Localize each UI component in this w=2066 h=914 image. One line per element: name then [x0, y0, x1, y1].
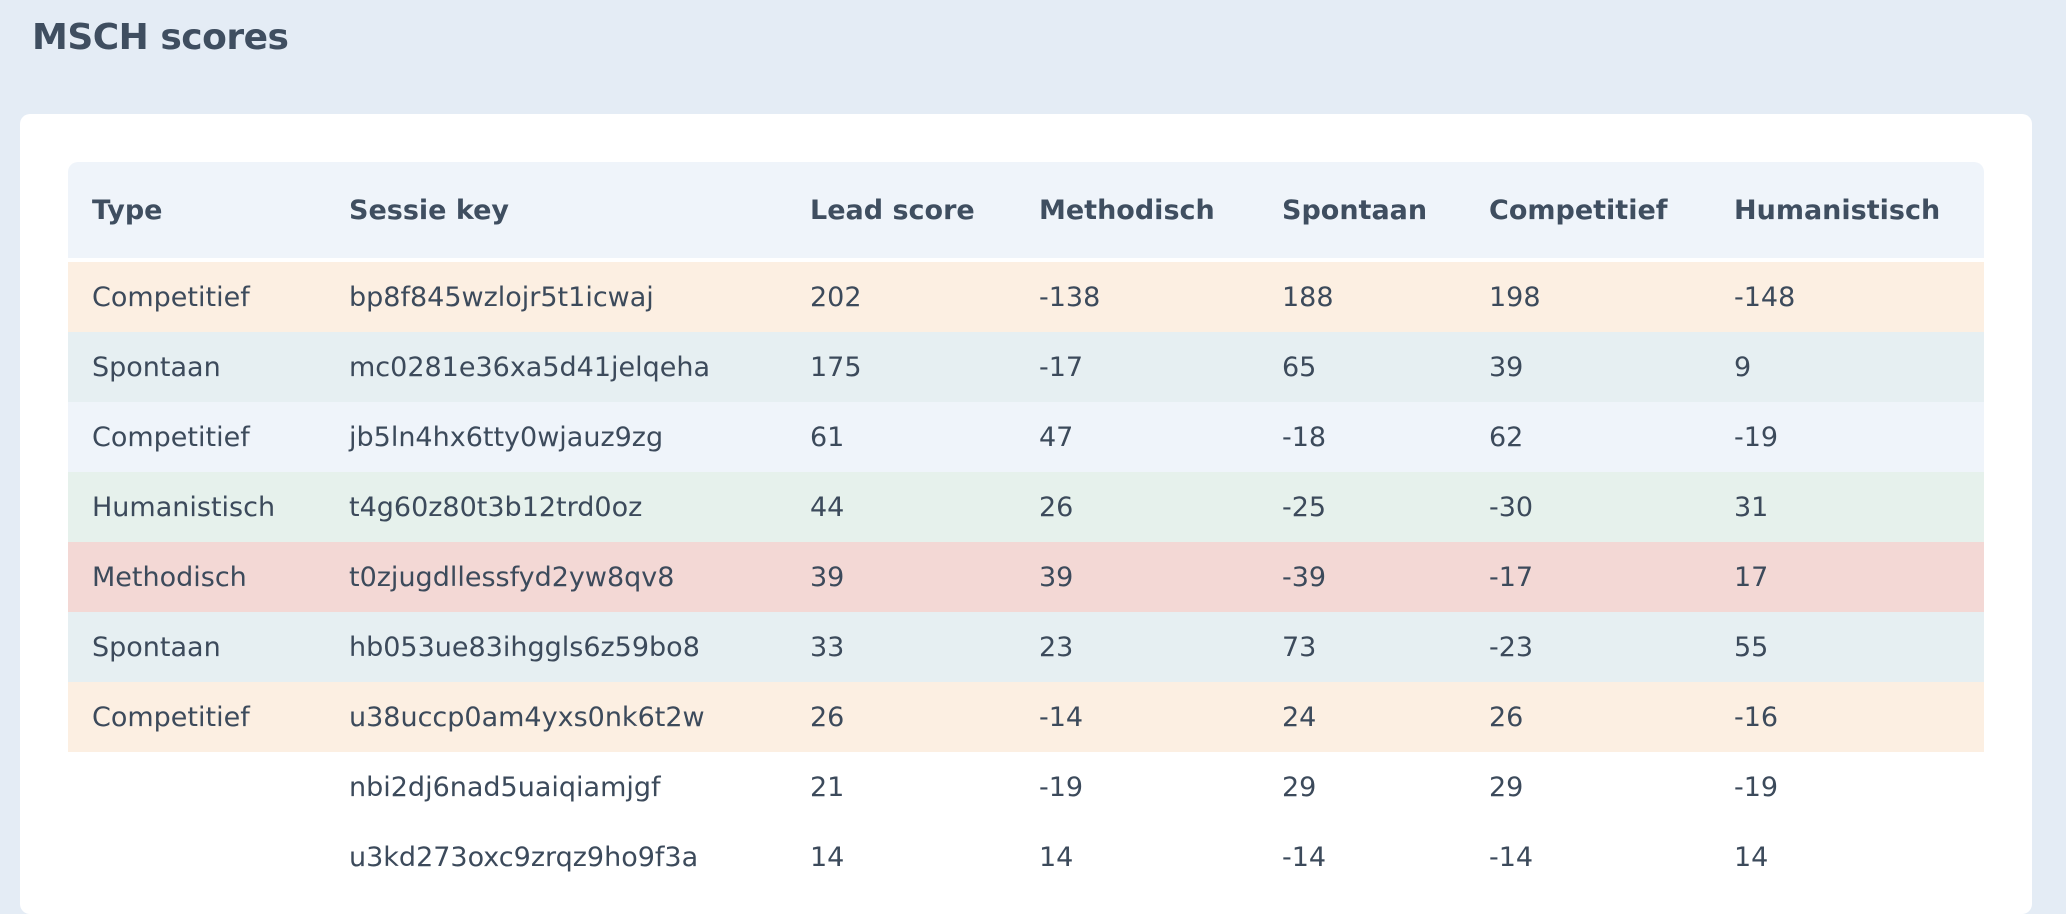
cell-type — [68, 822, 325, 892]
scores-card: Type Sessie key Lead score Methodisch Sp… — [20, 114, 2032, 914]
cell-sessie-key: t4g60z80t3b12trd0oz — [349, 491, 643, 523]
table-row[interactable]: Competitief jb5ln4hx6tty0wjauz9zg 61 47 -18 6… — [68, 402, 1984, 472]
scores-table: Type Sessie key Lead score Methodisch Sp… — [68, 162, 1984, 892]
column-header-sessie-key[interactable]: Sessie key — [349, 194, 510, 226]
cell-methodisch: 47 — [1039, 421, 1074, 453]
cell-type: Humanistisch — [92, 491, 276, 523]
table-row[interactable]: nbi2dj6nad5uaiqiamjgf 21 -19 29 29 -19 — [68, 752, 1984, 822]
column-header-spontaan[interactable]: Spontaan — [1282, 194, 1428, 226]
cell-methodisch: 23 — [1039, 631, 1074, 663]
cell-methodisch: -14 — [1039, 701, 1084, 733]
column-header-humanistisch[interactable]: Humanistisch — [1734, 194, 1941, 226]
cell-lead-score: 26 — [810, 701, 845, 733]
cell-humanistisch: -19 — [1734, 771, 1779, 803]
table-row[interactable]: Spontaan hb053ue83ihggls6z59bo8 33 23 73 -23 5… — [68, 612, 1984, 682]
cell-competitief: 29 — [1489, 771, 1524, 803]
cell-spontaan: 65 — [1282, 351, 1317, 383]
cell-humanistisch: 31 — [1734, 491, 1769, 523]
cell-humanistisch: -148 — [1734, 281, 1796, 313]
cell-spontaan: 29 — [1282, 771, 1317, 803]
cell-sessie-key: u38uccp0am4yxs0nk6t2w — [349, 701, 705, 733]
cell-type — [68, 752, 325, 822]
cell-spontaan: 188 — [1282, 281, 1334, 313]
cell-spontaan: -14 — [1282, 841, 1327, 873]
cell-spontaan: 24 — [1282, 701, 1317, 733]
cell-type: Spontaan — [92, 351, 221, 383]
table-row[interactable]: Spontaan mc0281e36xa5d41jelqeha 175 -17 65 39… — [68, 332, 1984, 402]
cell-competitief: -14 — [1489, 841, 1534, 873]
cell-competitief: 26 — [1489, 701, 1524, 733]
cell-humanistisch: -19 — [1734, 421, 1779, 453]
table-row[interactable]: Methodisch t0zjugdllessfyd2yw8qv8 39 39 -39 -… — [68, 542, 1984, 612]
cell-sessie-key: u3kd273oxc9zrqz9ho9f3a — [349, 841, 699, 873]
page-title: MSCH scores — [32, 17, 289, 58]
cell-spontaan: 73 — [1282, 631, 1317, 663]
cell-methodisch: -138 — [1039, 281, 1101, 313]
cell-sessie-key: nbi2dj6nad5uaiqiamjgf — [349, 771, 661, 803]
cell-methodisch: 14 — [1039, 841, 1074, 873]
cell-type: Competitief — [92, 421, 250, 453]
cell-competitief: -30 — [1489, 491, 1534, 523]
table-body: Competitief bp8f845wzlojr5t1icwaj 202 -138 1… — [68, 258, 1984, 892]
header-spacer — [68, 258, 1984, 262]
cell-humanistisch: 17 — [1734, 561, 1769, 593]
cell-lead-score: 202 — [810, 281, 862, 313]
column-header-lead-score[interactable]: Lead score — [810, 194, 975, 226]
cell-lead-score: 61 — [810, 421, 845, 453]
cell-methodisch: -19 — [1039, 771, 1084, 803]
cell-sessie-key: jb5ln4hx6tty0wjauz9zg — [349, 421, 664, 453]
column-header-competitief[interactable]: Competitief — [1489, 194, 1668, 226]
cell-competitief: 62 — [1489, 421, 1524, 453]
table-row[interactable]: Competitief u38uccp0am4yxs0nk6t2w 26 -14 24 2… — [68, 682, 1984, 752]
cell-lead-score: 175 — [810, 351, 862, 383]
cell-type: Spontaan — [92, 631, 221, 663]
cell-competitief: -17 — [1489, 561, 1534, 593]
cell-spontaan: -39 — [1282, 561, 1327, 593]
cell-methodisch: -17 — [1039, 351, 1084, 383]
cell-spontaan: -25 — [1282, 491, 1327, 523]
cell-competitief: 39 — [1489, 351, 1524, 383]
cell-type: Competitief — [92, 281, 250, 313]
cell-competitief: 198 — [1489, 281, 1541, 313]
cell-methodisch: 26 — [1039, 491, 1074, 523]
table-header: Type Sessie key Lead score Methodisch Sp… — [68, 162, 1984, 258]
table-row[interactable]: u3kd273oxc9zrqz9ho9f3a 14 14 -14 -14 14 — [68, 822, 1984, 892]
cell-sessie-key: hb053ue83ihggls6z59bo8 — [349, 631, 700, 663]
cell-type: Methodisch — [92, 561, 247, 593]
cell-humanistisch: 9 — [1734, 351, 1752, 383]
cell-lead-score: 33 — [810, 631, 845, 663]
column-header-type[interactable]: Type — [92, 194, 163, 226]
cell-lead-score: 21 — [810, 771, 845, 803]
cell-sessie-key: mc0281e36xa5d41jelqeha — [349, 351, 711, 383]
cell-type: Competitief — [92, 701, 250, 733]
cell-humanistisch: 14 — [1734, 841, 1769, 873]
cell-humanistisch: -16 — [1734, 701, 1779, 733]
cell-methodisch: 39 — [1039, 561, 1074, 593]
cell-spontaan: -18 — [1282, 421, 1327, 453]
cell-humanistisch: 55 — [1734, 631, 1769, 663]
cell-lead-score: 14 — [810, 841, 845, 873]
cell-lead-score: 39 — [810, 561, 845, 593]
cell-sessie-key: t0zjugdllessfyd2yw8qv8 — [349, 561, 675, 593]
header-row: Type Sessie key Lead score Methodisch Sp… — [68, 162, 1984, 258]
cell-sessie-key: bp8f845wzlojr5t1icwaj — [349, 281, 654, 313]
cell-competitief: -23 — [1489, 631, 1534, 663]
table-row[interactable]: Competitief bp8f845wzlojr5t1icwaj 202 -138 1… — [68, 262, 1984, 332]
cell-lead-score: 44 — [810, 491, 845, 523]
table-row[interactable]: Humanistisch t4g60z80t3b12trd0oz 44 26 -25 -3… — [68, 472, 1984, 542]
column-header-methodisch[interactable]: Methodisch — [1039, 194, 1215, 226]
